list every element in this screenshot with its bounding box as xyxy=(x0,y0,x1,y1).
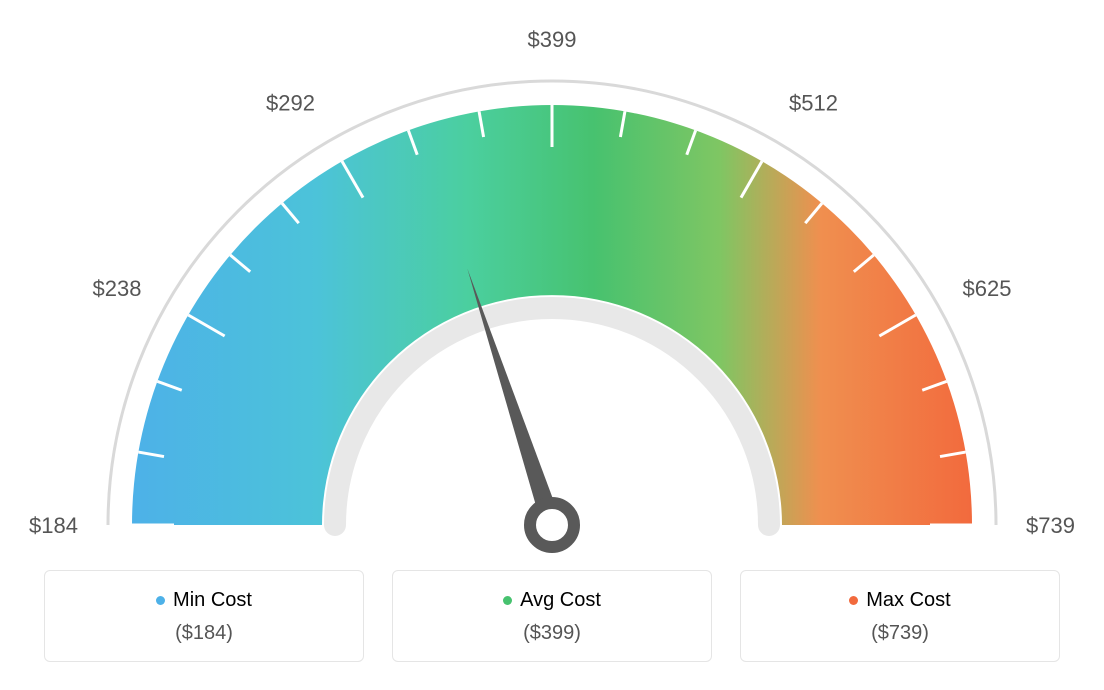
gauge-chart: $184 $238 $292 $399 $512 $625 $739 xyxy=(0,0,1104,550)
legend-label-max: Max Cost xyxy=(866,589,950,612)
gauge-tick-label: $238 xyxy=(93,276,142,301)
gauge-tick-label: $625 xyxy=(962,276,1011,301)
legend-card-avg: Avg Cost ($399) xyxy=(392,570,712,662)
gauge-tick-label: $739 xyxy=(1026,513,1075,538)
legend-label-min: Min Cost xyxy=(173,589,252,612)
gauge-svg: $184 $238 $292 $399 $512 $625 $739 xyxy=(0,0,1104,560)
legend-row: Min Cost ($184) Avg Cost ($399) Max Cost… xyxy=(0,570,1104,662)
gauge-tick-label: $292 xyxy=(266,91,315,116)
legend-title-max: Max Cost xyxy=(849,589,950,612)
gauge-tick-label: $184 xyxy=(29,513,78,538)
gauge-tick-label: $399 xyxy=(528,27,577,52)
legend-value-avg: ($399) xyxy=(403,622,701,645)
legend-title-avg: Avg Cost xyxy=(503,589,601,612)
legend-card-max: Max Cost ($739) xyxy=(740,570,1060,662)
legend-value-min: ($184) xyxy=(55,622,353,645)
legend-value-max: ($739) xyxy=(751,622,1049,645)
legend-card-min: Min Cost ($184) xyxy=(44,570,364,662)
legend-title-min: Min Cost xyxy=(156,589,252,612)
gauge-tick-label: $512 xyxy=(789,91,838,116)
legend-dot-min xyxy=(156,596,165,605)
legend-dot-max xyxy=(849,596,858,605)
legend-dot-avg xyxy=(503,596,512,605)
legend-label-avg: Avg Cost xyxy=(520,589,601,612)
